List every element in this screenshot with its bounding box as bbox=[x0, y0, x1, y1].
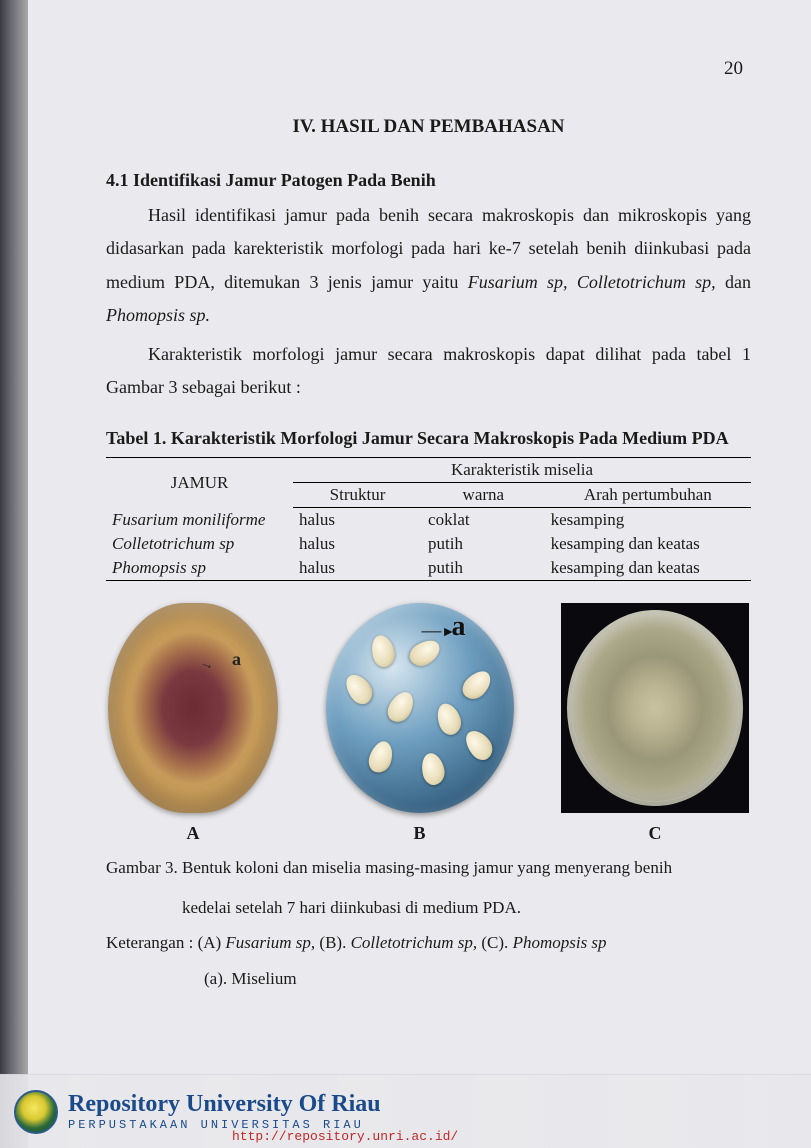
page-content: 20 IV. HASIL DAN PEMBAHASAN 4.1 Identifi… bbox=[28, 0, 811, 1148]
footer-title: Repository University Of Riau bbox=[68, 1092, 381, 1116]
table-title: Tabel 1. Karakteristik Morfologi Jamur S… bbox=[106, 423, 751, 454]
arrow-icon: → bbox=[198, 656, 216, 676]
ket-c: (C). bbox=[477, 933, 512, 952]
cell-jamur: Colletotrichum sp bbox=[106, 532, 293, 556]
section-title: 4.1 Identifikasi Jamur Patogen Pada Beni… bbox=[106, 170, 751, 191]
para1-italic-1: Fusarium sp, Colletotrichum sp, bbox=[468, 272, 716, 292]
footer-url[interactable]: http://repository.unri.ac.id/ bbox=[232, 1129, 458, 1144]
repository-footer: Repository University Of Riau PERPUSTAKA… bbox=[0, 1074, 811, 1148]
table-row: Fusarium moniliforme halus coklat kesamp… bbox=[106, 508, 751, 533]
seed-icon bbox=[433, 701, 465, 739]
th-jamur: JAMUR bbox=[106, 458, 293, 508]
seed-icon bbox=[365, 739, 396, 776]
seed-icon bbox=[383, 688, 418, 727]
cell-struktur: halus bbox=[293, 532, 422, 556]
figure-row: → a A ──►a B C bbox=[106, 603, 751, 844]
petri-dish-c-frame bbox=[561, 603, 749, 813]
cell-struktur: halus bbox=[293, 556, 422, 581]
figure-label-a: A bbox=[187, 823, 200, 844]
th-warna: warna bbox=[422, 483, 545, 508]
ket-a: Keterangan : (A) bbox=[106, 933, 225, 952]
petri-dish-c bbox=[567, 610, 743, 806]
cell-warna: coklat bbox=[422, 508, 545, 533]
cell-warna: putih bbox=[422, 532, 545, 556]
cell-arah: kesamping dan keatas bbox=[545, 556, 751, 581]
keterangan-line2: (a). Miselium bbox=[106, 963, 751, 994]
figure-label-b: B bbox=[413, 823, 425, 844]
arrow-icon: ──► bbox=[422, 625, 456, 641]
seed-icon bbox=[457, 666, 495, 704]
keterangan-line1: Keterangan : (A) Fusarium sp, (B). Colle… bbox=[106, 927, 751, 958]
seed-icon bbox=[460, 726, 497, 765]
ket-i2: Colletotrichum sp, bbox=[351, 933, 478, 952]
seed-icon bbox=[368, 633, 397, 669]
cell-struktur: halus bbox=[293, 508, 422, 533]
marker-a-label: a bbox=[232, 649, 241, 670]
footer-text-block: Repository University Of Riau PERPUSTAKA… bbox=[68, 1092, 381, 1132]
page-number: 20 bbox=[106, 58, 751, 80]
cell-jamur: Fusarium moniliforme bbox=[106, 508, 293, 533]
cell-arah: kesamping dan keatas bbox=[545, 532, 751, 556]
petri-dish-b: ──►a bbox=[326, 603, 514, 813]
figure-b: ──►a B bbox=[326, 603, 514, 844]
ket-b: (B). bbox=[315, 933, 350, 952]
paragraph-1: Hasil identifikasi jamur pada benih seca… bbox=[106, 199, 751, 332]
figure-c: C bbox=[561, 603, 749, 844]
seed-icon bbox=[418, 751, 446, 787]
page-binding-shadow bbox=[0, 0, 28, 1148]
table-row: Colletotrichum sp halus putih kesamping … bbox=[106, 532, 751, 556]
para1-italic-2: Phomopsis sp. bbox=[106, 305, 210, 325]
petri-dish-a: → a bbox=[108, 603, 278, 813]
ket-i3: Phomopsis sp bbox=[513, 933, 607, 952]
cell-jamur: Phomopsis sp bbox=[106, 556, 293, 581]
paragraph-2: Karakteristik morfologi jamur secara mak… bbox=[106, 338, 751, 405]
th-struktur: Struktur bbox=[293, 483, 422, 508]
figure-caption-line1: Gambar 3. Bentuk koloni dan miselia masi… bbox=[106, 852, 751, 883]
para1-text-b: dan bbox=[716, 272, 751, 292]
figure-label-c: C bbox=[649, 823, 662, 844]
marker-b-label: a bbox=[452, 611, 466, 643]
figure-a: → a A bbox=[108, 603, 278, 844]
th-karakteristik: Karakteristik miselia bbox=[293, 458, 751, 483]
university-logo-icon bbox=[14, 1090, 58, 1134]
figure-caption-line2: kedelai setelah 7 hari diinkubasi di med… bbox=[106, 892, 751, 923]
th-arah: Arah pertumbuhan bbox=[545, 483, 751, 508]
ket-i1: Fusarium sp, bbox=[225, 933, 315, 952]
cell-warna: putih bbox=[422, 556, 545, 581]
cell-arah: kesamping bbox=[545, 508, 751, 533]
seed-icon bbox=[340, 670, 377, 709]
chapter-title: IV. HASIL DAN PEMBAHASAN bbox=[106, 116, 751, 138]
table-row: Phomopsis sp halus putih kesamping dan k… bbox=[106, 556, 751, 581]
morphology-table: JAMUR Karakteristik miselia Struktur war… bbox=[106, 457, 751, 581]
